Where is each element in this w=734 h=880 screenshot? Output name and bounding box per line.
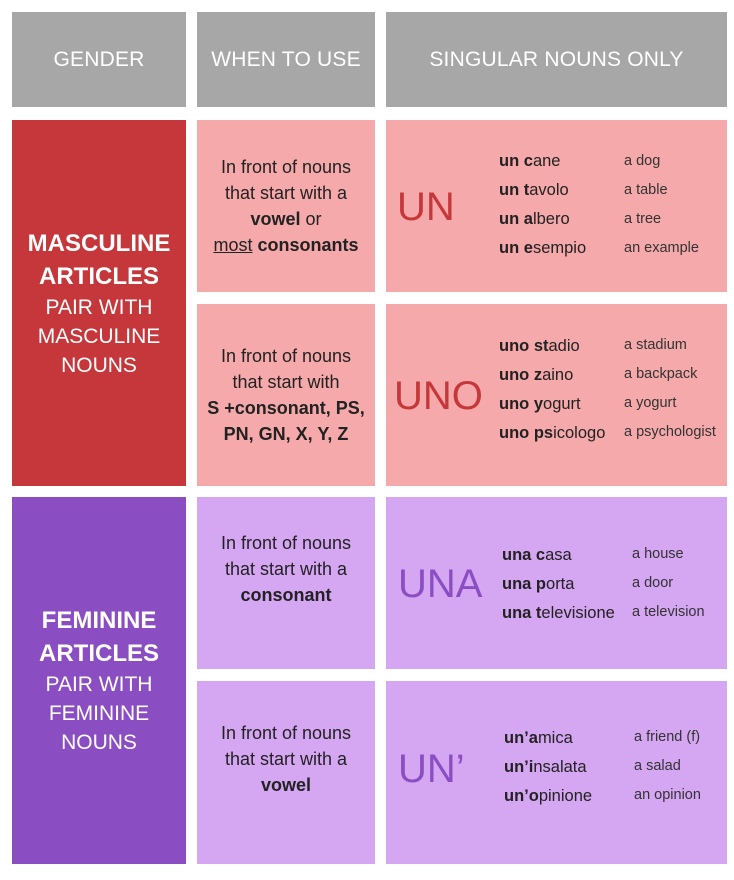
header-gender-label: GENDER [53,47,145,71]
translation-item: a house [632,546,684,562]
translation-item: a backpack [624,366,698,382]
when-uno-line1: In front of nouns [220,346,352,366]
when-uno-line4: PN, GN, X, Y, Z [223,424,349,444]
header-singular-nouns: SINGULAR NOUNS ONLY [386,12,727,107]
nouns-cell-un: UN un cane un tavolo un albero un esempi… [386,120,727,292]
when-uno-line2: that start with [232,372,340,392]
translation-item: a table [624,182,668,198]
translation-item: a tree [624,211,662,227]
example-item: un’opinione [504,787,593,805]
when-cell-una: In front of nouns that start with a cons… [197,497,375,669]
translation-item: a stadium [624,337,687,353]
example-item: una casa [502,546,572,564]
when-una-line2: that start with a [224,559,348,579]
translations-una: a house a door a television [632,540,705,627]
when-una-consonant: consonant [240,585,332,605]
when-un-most: most [213,235,253,255]
translation-item: a psychologist [624,424,716,440]
examples-uno: uno stadio uno zaino uno yogurt uno psic… [499,332,605,448]
example-item: una televisione [502,604,615,622]
when-un-line1: In front of nouns [220,157,352,177]
when-cell-uno: In front of nouns that start with S +con… [197,304,375,486]
examples-un: un cane un tavolo un albero un esempio [499,147,586,263]
example-item: uno zaino [499,366,574,384]
feminine-sub-line2: FEMININE [48,702,150,725]
examples-una: una casa una porta una televisione [502,541,615,628]
translation-item: an opinion [634,787,701,803]
when-cell-un: In front of nouns that start with a vowe… [197,120,375,292]
header-nouns-label: SINGULAR NOUNS ONLY [429,47,684,71]
translations-un-apostrophe: a friend (f) a salad an opinion [634,723,701,810]
article-un: UN [397,185,455,229]
when-un-line2: that start with a [224,183,348,203]
when-unapos-line1: In front of nouns [220,723,352,743]
header-when-to-use: WHEN TO USE [197,12,375,107]
feminine-gender-cell: FEMININE ARTICLES PAIR WITH FEMININE NOU… [12,497,186,864]
when-un-vowel: vowel [250,209,301,229]
feminine-sub-line1: PAIR WITH [45,673,153,696]
header-when-label: WHEN TO USE [211,47,361,71]
example-item: un esempio [499,239,587,257]
when-cell-un-apostrophe: In front of nouns that start with a vowe… [197,681,375,864]
translation-item: a yogurt [624,395,677,411]
when-uno-line3: S +consonant, PS, [207,398,365,418]
example-item: un’insalata [504,758,587,776]
example-item: una porta [502,575,575,593]
when-unapos-line2: that start with a [224,749,348,769]
translation-item: an example [624,240,699,256]
nouns-cell-uno: UNO uno stadio uno zaino uno yogurt uno … [386,304,727,486]
example-item: un’amica [504,729,573,747]
article-uno: UNO [394,374,483,418]
translations-un: a dog a table a tree an example [624,147,699,263]
when-unapos-vowel: vowel [260,775,312,795]
translations-uno: a stadium a backpack a yogurt a psycholo… [624,331,716,447]
header-gender: GENDER [12,12,186,107]
feminine-title-line2: ARTICLES [39,640,159,667]
when-un-or: or [300,209,322,229]
feminine-sub-line3: NOUNS [61,731,137,754]
nouns-cell-una: UNA una casa una porta una televisione a… [386,497,727,669]
example-item: uno yogurt [499,395,581,413]
translation-item: a dog [624,153,661,169]
masculine-sub-line1: PAIR WITH [45,295,153,319]
translation-item: a door [632,575,674,591]
nouns-cell-un-apostrophe: UN’ un’amica un’insalata un’opinione a f… [386,681,727,864]
article-una: UNA [398,562,483,606]
translation-item: a salad [634,758,681,774]
translation-item: a friend (f) [634,729,701,745]
feminine-title-line1: FEMININE [41,607,157,634]
when-un-consonants: consonants [252,235,359,255]
masculine-sub-line2: MASCULINE [37,324,161,348]
examples-un-apostrophe: un’amica un’insalata un’opinione [504,724,592,811]
article-un-apostrophe: UN’ [398,747,465,791]
translation-item: a television [632,604,705,620]
example-item: un albero [499,210,570,228]
example-item: un cane [499,152,561,170]
example-item: uno psicologo [499,424,606,442]
masculine-gender-cell: MASCULINE ARTICLES PAIR WITH MASCULINE N… [12,120,186,486]
when-una-line1: In front of nouns [220,533,352,553]
masculine-title-line1: MASCULINE [27,229,171,257]
example-item: un tavolo [499,181,569,199]
masculine-sub-line3: NOUNS [61,353,137,377]
example-item: uno stadio [499,337,580,355]
masculine-title-line2: ARTICLES [39,262,159,290]
